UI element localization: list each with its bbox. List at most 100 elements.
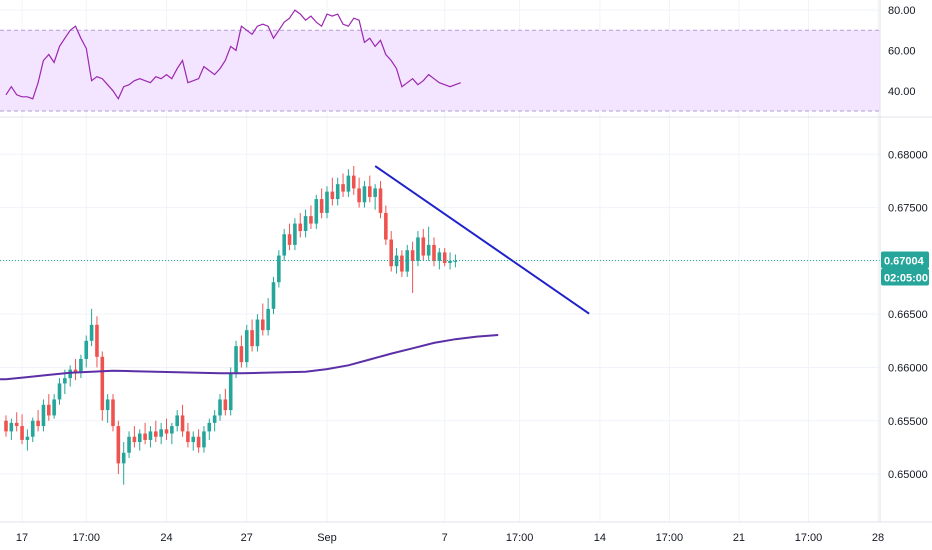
candle [148, 426, 153, 448]
candle-body [410, 250, 415, 261]
candle [432, 237, 436, 267]
candle [105, 394, 110, 423]
candle [68, 365, 72, 387]
candle [202, 426, 206, 453]
candle [218, 394, 222, 421]
candle [389, 231, 393, 272]
candle-body [298, 223, 303, 232]
price-tick-label: 0.66000 [888, 362, 928, 374]
trendline[interactable] [374, 165, 590, 315]
candle [175, 410, 179, 432]
candle-body [373, 188, 377, 197]
candle [207, 418, 212, 440]
current-price-badge-bg [881, 251, 929, 269]
time-tick-label: 21 [733, 532, 745, 544]
candle-body [405, 250, 410, 272]
candle [239, 335, 244, 368]
time-tick-label: 17:00 [656, 532, 684, 544]
candle [95, 316, 99, 368]
candle [341, 173, 345, 197]
time-tick-label: 27 [241, 532, 253, 544]
candle [277, 250, 281, 288]
candle-body [400, 255, 404, 272]
candle [164, 418, 169, 440]
candle-body [79, 358, 83, 373]
candle [89, 308, 94, 347]
candle [47, 394, 51, 421]
candle-body [132, 436, 137, 443]
candle [384, 205, 388, 245]
candle-body [244, 330, 249, 363]
rsi-axis: 80.00 60.00 40.00 [888, 5, 916, 98]
candle [41, 399, 46, 432]
candle-body [389, 239, 393, 267]
candle-body [52, 399, 56, 416]
candle-body [186, 431, 190, 443]
candle-body [271, 282, 276, 309]
candle-body [4, 420, 8, 432]
candle [4, 415, 8, 437]
candle-body [287, 234, 292, 245]
candle-body [362, 186, 367, 203]
time-axis[interactable]: 17 17:00 24 27 Sep 7 17:00 14 17:00 21 17:00 28 [16, 532, 884, 544]
candle-body [303, 216, 308, 232]
candle [9, 418, 14, 440]
candle [421, 228, 426, 261]
candle-body [282, 234, 286, 256]
candle-body [36, 420, 40, 427]
candle [282, 228, 286, 261]
candle [368, 175, 372, 203]
time-tick-label: 17:00 [506, 532, 534, 544]
candle-body [127, 436, 131, 453]
candle [14, 412, 19, 432]
candle-body [218, 399, 222, 416]
candle [453, 254, 458, 268]
candle-body [57, 383, 62, 400]
candle-body [223, 399, 228, 411]
rsi-line [5, 9, 461, 101]
candle-body [346, 175, 351, 192]
candle [410, 241, 415, 293]
candle [186, 422, 190, 448]
candle [154, 420, 158, 443]
candle [330, 177, 335, 206]
candle [30, 417, 35, 443]
candle-body [277, 255, 281, 283]
candle-body [432, 244, 436, 261]
time-tick-label: 28 [872, 532, 884, 544]
candle [212, 410, 217, 432]
candle-body [89, 324, 94, 341]
candle [79, 354, 83, 379]
time-tick-label: 14 [594, 532, 606, 544]
candle-body [437, 252, 442, 261]
candle [191, 431, 196, 451]
candle-body [164, 429, 169, 434]
candle-body [191, 436, 196, 443]
candle [442, 248, 447, 267]
candle-body [250, 330, 254, 347]
price-axis[interactable]: 0.680000.675000.670000.665000.660000.655… [888, 149, 928, 481]
price-tick-label: 0.65000 [888, 469, 928, 481]
candle [319, 188, 324, 219]
time-tick-label: 17:00 [795, 532, 823, 544]
candle [180, 404, 185, 437]
candle [137, 429, 142, 451]
countdown-label: 02:05:00 [884, 272, 928, 284]
candle [261, 303, 265, 336]
candlestick-series [4, 166, 458, 485]
candle [84, 335, 89, 368]
candle-body [116, 426, 121, 464]
candle [437, 248, 442, 270]
candle [400, 250, 404, 277]
rsi-pane [0, 9, 880, 112]
current-price-badge: 0.67004 02:05:00 [881, 251, 929, 286]
candle [196, 429, 201, 453]
candle [303, 209, 308, 238]
candle [298, 212, 303, 238]
candle [293, 218, 297, 251]
candle [36, 410, 40, 432]
candle-body [384, 212, 388, 240]
candle-body [357, 188, 361, 203]
candle-body [170, 426, 174, 434]
